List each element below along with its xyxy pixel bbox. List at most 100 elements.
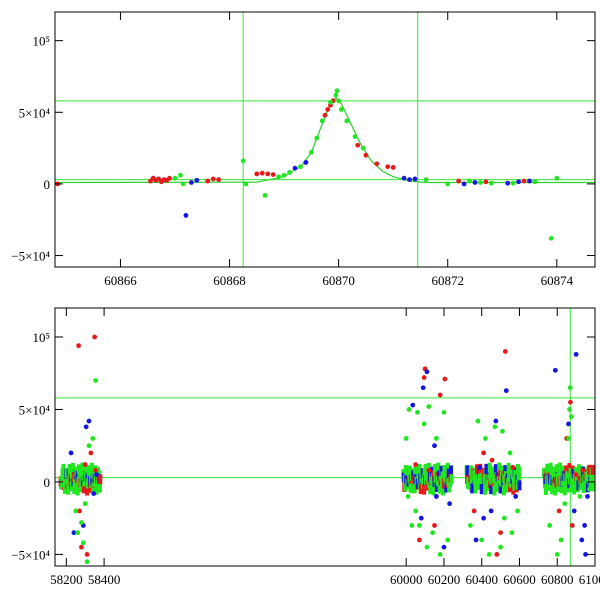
green-data-point — [423, 177, 429, 183]
season-baseline-point — [436, 462, 441, 473]
season-baseline-point — [484, 463, 489, 474]
blue-data-point — [579, 537, 585, 543]
red-data-point — [456, 178, 462, 184]
green-data-point — [276, 174, 282, 180]
blue-data-point — [477, 465, 483, 470]
green-data-point — [483, 436, 488, 441]
green-data-point — [240, 158, 246, 164]
red-data-point — [265, 171, 271, 177]
season-baseline-point — [559, 483, 564, 494]
season-baseline-point — [487, 462, 492, 473]
blue-data-point — [432, 443, 437, 449]
red-data-point — [413, 462, 419, 467]
green-data-point — [243, 181, 249, 187]
green-data-point — [467, 523, 473, 528]
red-data-point — [77, 508, 82, 514]
blue-data-point — [83, 424, 89, 430]
green-data-point — [75, 530, 81, 536]
green-data-point — [501, 515, 507, 521]
red-data-point — [390, 165, 396, 170]
season-baseline-point — [553, 485, 558, 496]
x-tick-label: 60868 — [213, 273, 246, 288]
season-baseline-point — [77, 464, 82, 475]
green-data-point — [551, 472, 556, 478]
season-baseline-point — [432, 464, 437, 475]
red-data-point — [88, 450, 94, 456]
green-data-point — [172, 175, 178, 181]
green-data-point — [86, 443, 92, 449]
red-data-point — [580, 467, 586, 473]
red-data-point — [442, 376, 448, 382]
x-tick-label: 60866 — [104, 273, 137, 288]
green-data-point — [178, 172, 183, 178]
model-curve — [55, 97, 595, 184]
red-data-point — [325, 107, 331, 112]
season-baseline-point — [470, 483, 475, 494]
green-data-point — [90, 436, 96, 441]
green-data-point — [405, 494, 411, 499]
zoom-panel: 60866 60868 60870 60872 60874 −5×10⁴ 0 5×10⁴ 10⁵ — [11, 11, 596, 288]
green-data-point — [509, 530, 515, 536]
plot-area — [55, 308, 595, 566]
red-data-point — [84, 552, 90, 557]
green-data-point — [437, 552, 443, 557]
blue-data-point — [571, 508, 577, 514]
green-data-point — [492, 424, 498, 430]
x-tick-label: 58400 — [88, 572, 121, 587]
green-data-point — [568, 414, 574, 420]
season-baseline-point — [78, 482, 83, 493]
season-baseline-point — [62, 483, 67, 494]
season-baseline-point — [412, 483, 417, 494]
green-data-point — [567, 407, 572, 412]
season-baseline-point — [83, 465, 88, 476]
blue-data-point — [94, 472, 99, 478]
green-data-point — [445, 181, 451, 187]
blue-data-point — [188, 180, 194, 185]
season-baseline-point — [409, 483, 414, 494]
season-baseline-point — [543, 484, 548, 495]
season-baseline-point — [442, 464, 447, 475]
season-baseline-point — [492, 485, 497, 496]
red-data-point — [483, 179, 489, 185]
green-data-point — [69, 486, 75, 492]
green-data-point — [262, 192, 268, 198]
green-data-point — [562, 501, 568, 507]
season-baseline-point — [414, 464, 419, 475]
blue-data-point — [447, 501, 453, 507]
y-tick-label: 5×10⁴ — [19, 105, 51, 120]
x-tick-label: 60872 — [431, 273, 464, 288]
green-data-point — [478, 180, 483, 185]
x-tick-label: 61000 — [579, 572, 600, 587]
blue-data-point — [493, 418, 499, 424]
red-data-point — [254, 171, 260, 177]
y-tick-label: 0 — [44, 475, 51, 490]
red-data-point — [437, 392, 443, 398]
season-baseline-point — [98, 474, 103, 485]
green-data-point — [333, 92, 339, 98]
season-baseline-point — [85, 485, 90, 496]
season-baseline-point — [479, 484, 484, 495]
red-data-point — [363, 152, 369, 158]
season-baseline-point — [434, 481, 439, 492]
season-baseline-point — [418, 484, 423, 495]
blue-data-point — [527, 178, 532, 184]
green-data-point — [338, 107, 344, 112]
green-data-point — [84, 559, 90, 565]
green-data-point — [547, 523, 553, 528]
axis-frame — [54, 11, 596, 268]
x-tick-label: 60200 — [428, 572, 461, 587]
season-baseline-point — [500, 465, 505, 476]
y-tick-label: −5×10⁴ — [11, 547, 50, 562]
green-data-point — [93, 378, 98, 383]
season-baseline-point — [497, 462, 502, 473]
red-data-point — [521, 178, 527, 184]
green-data-point — [554, 552, 560, 557]
blue-data-point — [583, 552, 588, 557]
season-baseline-point — [67, 464, 72, 475]
season-baseline-point — [498, 483, 503, 494]
season-baseline-point — [417, 464, 422, 475]
blue-data-point — [194, 177, 200, 183]
x-tick-label: 60874 — [541, 273, 574, 288]
green-data-point — [467, 178, 472, 184]
season-baseline-point — [465, 465, 470, 476]
